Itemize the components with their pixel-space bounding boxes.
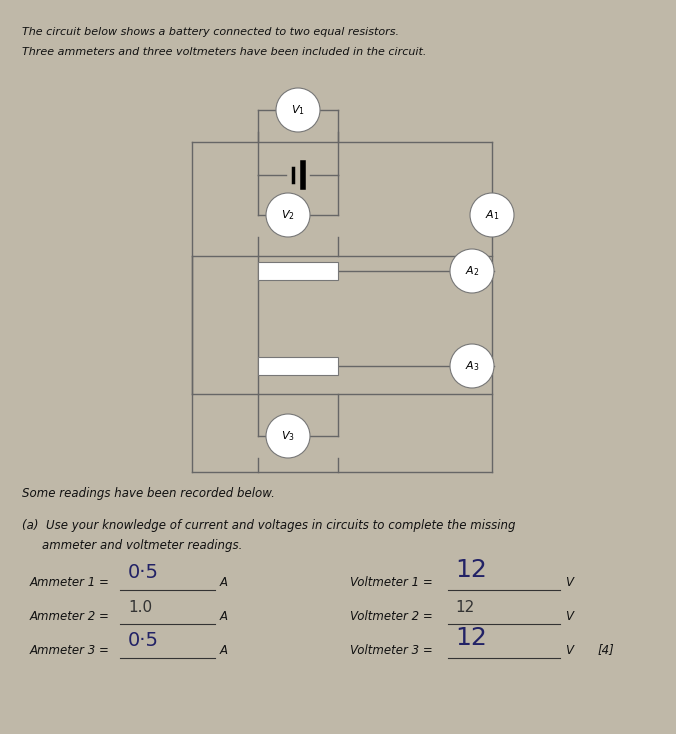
Text: Ammeter 3 =: Ammeter 3 =	[30, 644, 110, 656]
Text: Ammeter 1 =: Ammeter 1 =	[30, 575, 110, 589]
Text: ammeter and voltmeter readings.: ammeter and voltmeter readings.	[42, 539, 243, 553]
Circle shape	[470, 193, 514, 237]
Text: Some readings have been recorded below.: Some readings have been recorded below.	[22, 487, 275, 501]
Text: [4]: [4]	[598, 644, 614, 656]
Circle shape	[276, 88, 320, 132]
Text: $V_2$: $V_2$	[281, 208, 295, 222]
Text: $A_1$: $A_1$	[485, 208, 499, 222]
Text: 12: 12	[455, 558, 487, 582]
Circle shape	[450, 344, 494, 388]
Text: V: V	[565, 609, 573, 622]
Text: V: V	[565, 575, 573, 589]
Text: A: A	[220, 644, 228, 656]
Text: $V_3$: $V_3$	[281, 429, 295, 443]
Bar	[258, 357, 338, 375]
Text: $V_1$: $V_1$	[291, 103, 305, 117]
Text: 0·5: 0·5	[128, 631, 159, 650]
Circle shape	[266, 414, 310, 458]
Bar	[258, 262, 338, 280]
Circle shape	[266, 193, 310, 237]
Circle shape	[450, 249, 494, 293]
Text: Ammeter 2 =: Ammeter 2 =	[30, 609, 110, 622]
Text: Voltmeter 2 =: Voltmeter 2 =	[350, 609, 433, 622]
Text: 12: 12	[455, 600, 475, 616]
Text: Three ammeters and three voltmeters have been included in the circuit.: Three ammeters and three voltmeters have…	[22, 47, 427, 57]
Text: 0·5: 0·5	[128, 562, 159, 581]
Text: $A_3$: $A_3$	[465, 359, 479, 373]
Text: The circuit below shows a battery connected to two equal resistors.: The circuit below shows a battery connec…	[22, 27, 399, 37]
Text: $A_2$: $A_2$	[465, 264, 479, 278]
Text: A: A	[220, 575, 228, 589]
Text: V: V	[565, 644, 573, 656]
Text: Voltmeter 3 =: Voltmeter 3 =	[350, 644, 433, 656]
Text: A: A	[220, 609, 228, 622]
Text: 12: 12	[455, 626, 487, 650]
Text: 1.0: 1.0	[128, 600, 152, 616]
Text: (a)  Use your knowledge of current and voltages in circuits to complete the miss: (a) Use your knowledge of current and vo…	[22, 520, 516, 532]
Text: Voltmeter 1 =: Voltmeter 1 =	[350, 575, 433, 589]
